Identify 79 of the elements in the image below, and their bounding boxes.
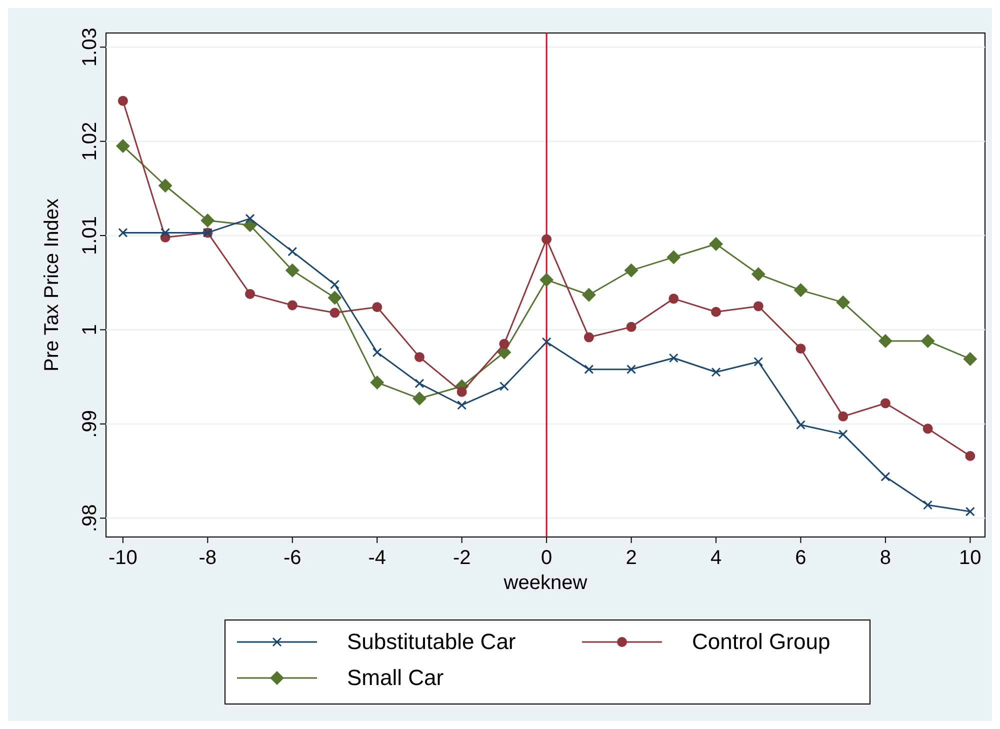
point (709, 237, 724, 252)
legend-label: Control Group (692, 629, 830, 654)
point (878, 334, 892, 348)
point (754, 357, 764, 367)
legend-label: Small Car (347, 665, 444, 690)
point (330, 308, 340, 318)
point (414, 378, 424, 388)
x-tick-label: 6 (795, 547, 806, 569)
point (751, 267, 766, 282)
point (499, 338, 510, 349)
x-tick-label: 0 (540, 547, 552, 569)
point (965, 450, 976, 461)
point (626, 364, 636, 374)
y-tick-label: 1.03 (79, 28, 101, 67)
legend-label: Substitutable Car (347, 629, 516, 654)
y-tick-label: .98 (79, 504, 101, 532)
point (160, 228, 170, 238)
y-tick-label: 1 (79, 324, 101, 336)
point (584, 332, 594, 342)
point (666, 250, 681, 264)
point (711, 306, 722, 317)
point (880, 398, 890, 408)
point (922, 424, 933, 434)
point (838, 411, 848, 422)
point (116, 139, 130, 154)
x-tick-label: -8 (198, 547, 217, 569)
x-tick-label: 10 (959, 547, 982, 569)
point (288, 246, 298, 256)
point (456, 386, 467, 397)
point (285, 263, 300, 278)
point (838, 430, 848, 440)
x-tick-label: 4 (710, 547, 722, 569)
point (370, 376, 384, 390)
point (118, 228, 128, 238)
point (626, 322, 636, 332)
y-tick-label: 1.02 (79, 122, 101, 161)
point (582, 288, 596, 302)
point (584, 364, 594, 374)
point (158, 178, 172, 193)
point (372, 348, 382, 358)
point (965, 506, 975, 516)
y-axis-title: Pre Tax Price Index (41, 198, 63, 372)
point (372, 302, 382, 312)
point (963, 352, 978, 366)
point (920, 334, 935, 348)
point (796, 344, 806, 354)
x-tick-label: -2 (452, 547, 471, 569)
point (330, 280, 340, 290)
point (668, 294, 679, 304)
y-tick-label: 1.01 (79, 216, 101, 256)
y-tick-label: .99 (79, 410, 101, 438)
x-tick-label: -6 (283, 547, 302, 569)
point (328, 290, 342, 305)
point (412, 392, 426, 406)
point (245, 288, 256, 299)
x-tick-label: 8 (880, 547, 892, 569)
point (245, 214, 255, 224)
point (499, 382, 509, 392)
point (668, 353, 678, 363)
point (624, 263, 638, 278)
point (711, 367, 721, 377)
x-tick-label: 2 (626, 547, 637, 569)
point (796, 420, 806, 430)
x-tick-label: -4 (368, 547, 386, 569)
point (880, 472, 890, 482)
point (923, 500, 933, 510)
x-tick-label: -10 (108, 547, 138, 569)
point (542, 234, 552, 244)
point (200, 213, 215, 228)
point (540, 272, 554, 287)
point (794, 283, 808, 298)
point (836, 295, 850, 310)
point (414, 352, 424, 362)
point (287, 300, 298, 310)
point (753, 301, 764, 312)
point (457, 400, 467, 410)
point (542, 337, 552, 347)
x-axis-title: weeknew (502, 572, 588, 594)
point (118, 96, 128, 106)
